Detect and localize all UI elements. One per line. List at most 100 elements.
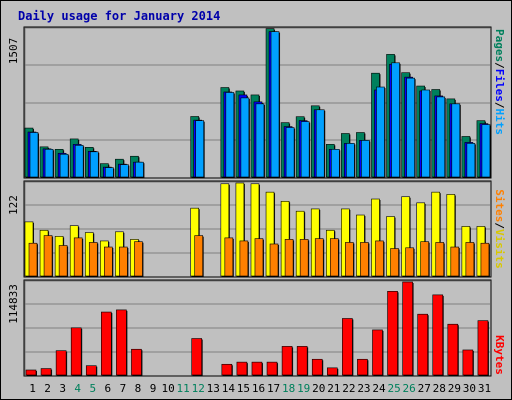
x-tick-label: 9 <box>150 382 157 395</box>
kbytes-bar <box>311 358 323 376</box>
hits-bar <box>481 124 491 178</box>
x-tick-label: 24 <box>372 382 386 395</box>
x-tick-label: 28 <box>433 382 446 395</box>
sites-bar <box>88 242 98 277</box>
x-tick-label: 12 <box>192 382 205 395</box>
kbytes-bar <box>372 329 383 376</box>
kbytes-bar <box>296 346 308 376</box>
kbytes-bar <box>221 363 233 376</box>
sites-bar <box>28 242 38 277</box>
hits-bar <box>285 127 295 178</box>
sites-bar <box>73 237 83 277</box>
sites-bar <box>299 239 309 277</box>
hits-bar <box>195 120 205 178</box>
kbytes-bar <box>131 348 142 376</box>
x-tick-label: 8 <box>135 382 142 395</box>
sites-bar <box>104 246 113 277</box>
visits-ymax-label: 122 <box>7 195 20 215</box>
x-tick-label: 26 <box>403 382 416 395</box>
x-tick-label: 17 <box>267 382 280 395</box>
x-tick-label: 1 <box>29 382 36 395</box>
sites-bar <box>269 243 279 277</box>
hits-bar <box>436 96 446 178</box>
sites-bar <box>314 238 324 277</box>
hits-bar <box>451 103 461 178</box>
hits-bar <box>135 161 144 178</box>
sites-bar <box>239 240 249 277</box>
x-tick-label: 23 <box>357 382 370 395</box>
sites-bar <box>329 238 339 277</box>
sites-bar <box>375 240 384 277</box>
kbytes-bar <box>191 338 203 376</box>
legend-visits-part: Sites <box>493 189 506 222</box>
hits-bar <box>89 151 99 178</box>
kbytes-bar <box>326 367 338 376</box>
sites-bar <box>58 245 68 277</box>
sites-bar <box>43 235 53 277</box>
x-tick-label: 22 <box>342 382 355 395</box>
hits-bar <box>421 89 430 178</box>
hits-bar <box>120 164 129 178</box>
x-tick-label: 6 <box>105 382 112 395</box>
hits-bar <box>330 149 340 178</box>
hits-bar <box>240 97 250 178</box>
x-tick-label: 29 <box>448 382 461 395</box>
hits-bar <box>225 92 235 178</box>
hits-bar <box>59 153 69 178</box>
kbytes-bar <box>402 281 413 376</box>
chart-title: Daily usage for January 2014 <box>18 9 220 23</box>
hits-bar <box>74 145 84 178</box>
hits-bar <box>105 167 114 178</box>
kbytes-bar <box>357 358 368 376</box>
kbytes-bar <box>85 365 97 376</box>
hits-bar <box>300 121 310 178</box>
x-tick-label: 31 <box>478 382 491 395</box>
sites-bar <box>360 242 369 277</box>
kbytes-bar <box>387 290 398 376</box>
kbytes-bar <box>70 327 82 376</box>
legend-kbytes: KBytes <box>493 335 506 375</box>
hits-ymax-label: 1507 <box>7 38 20 65</box>
legend-hits-part: Hits <box>493 109 506 136</box>
legend-hits-part: Pages <box>493 29 506 62</box>
x-tick-label: 11 <box>177 382 190 395</box>
x-axis-ticks: 1 2 3 4 5 6 7 8 9 10 11 12 13 14 15 16 17 18 19 20 21 22 23 24 2… <box>29 382 491 395</box>
kbytes-bar <box>236 361 248 376</box>
sites-bar <box>435 242 445 277</box>
x-tick-label: 21 <box>327 382 340 395</box>
x-tick-label: 19 <box>297 382 310 395</box>
sites-bar <box>345 242 354 277</box>
sites-bar <box>420 241 429 277</box>
kbytes-bar <box>477 320 489 376</box>
hits-bar <box>361 140 370 178</box>
sites-bar <box>405 247 414 277</box>
hits-bar <box>406 77 415 178</box>
x-tick-label: 7 <box>120 382 127 395</box>
hits-bar <box>391 62 400 178</box>
hits-bar <box>29 132 39 178</box>
sites-bar <box>284 239 294 277</box>
legend-hits-part: / <box>493 62 506 69</box>
legend-hits-part: Files <box>493 69 506 102</box>
x-tick-label: 20 <box>312 382 325 395</box>
kbytes-bar <box>342 318 353 376</box>
kbytes-bar <box>432 294 444 376</box>
x-tick-label: 30 <box>463 382 476 395</box>
legend-visits-part: / <box>493 222 506 229</box>
x-tick-label: 3 <box>59 382 66 395</box>
x-tick-label: 18 <box>282 382 295 395</box>
legend-kbytes-part: KBytes <box>493 335 506 375</box>
sites-bar <box>480 242 490 277</box>
kbytes-bar <box>417 313 428 376</box>
hits-bar <box>315 109 325 178</box>
x-tick-label: 27 <box>418 382 431 395</box>
kbytes-ymax-label: 114833 <box>7 284 20 324</box>
x-tick-label: 15 <box>237 382 250 395</box>
x-tick-label: 2 <box>44 382 51 395</box>
legend-visits: Sites/Visits <box>493 189 506 269</box>
sites-bar <box>390 248 399 277</box>
legend-hits-part: / <box>493 102 506 109</box>
sites-bar <box>134 241 143 277</box>
